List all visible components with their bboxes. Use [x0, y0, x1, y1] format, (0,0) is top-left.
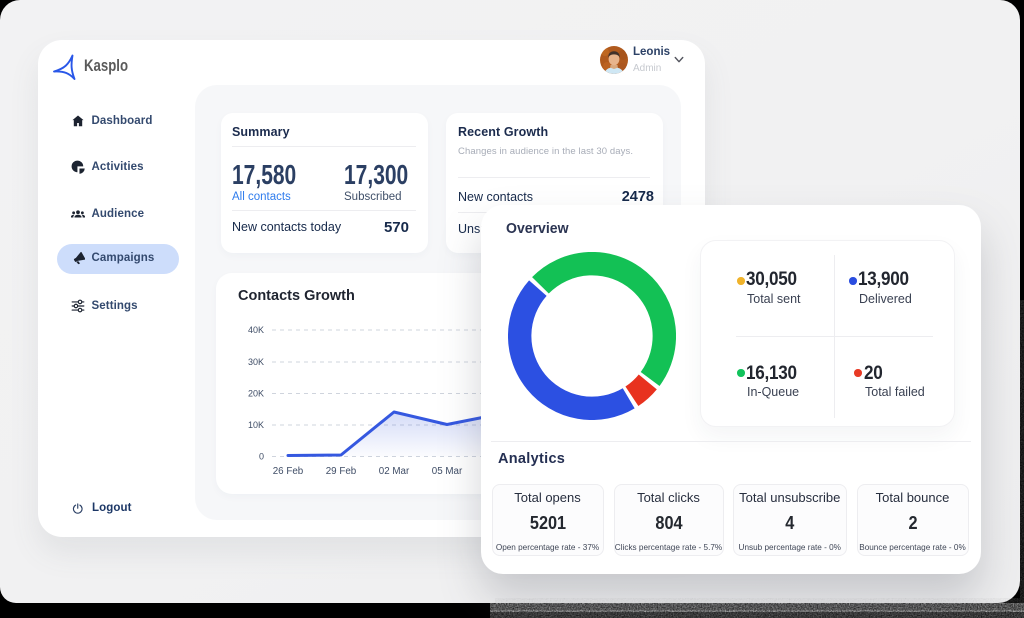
- svg-text:05 Mar: 05 Mar: [432, 466, 463, 477]
- svg-text:29 Feb: 29 Feb: [326, 466, 357, 477]
- svg-text:30K: 30K: [248, 357, 264, 367]
- svg-text:02 Mar: 02 Mar: [379, 466, 410, 477]
- svg-text:26 Feb: 26 Feb: [273, 466, 304, 477]
- svg-text:40K: 40K: [248, 325, 264, 335]
- svg-text:10K: 10K: [248, 420, 264, 430]
- svg-text:20K: 20K: [248, 389, 264, 399]
- svg-text:0: 0: [259, 452, 264, 462]
